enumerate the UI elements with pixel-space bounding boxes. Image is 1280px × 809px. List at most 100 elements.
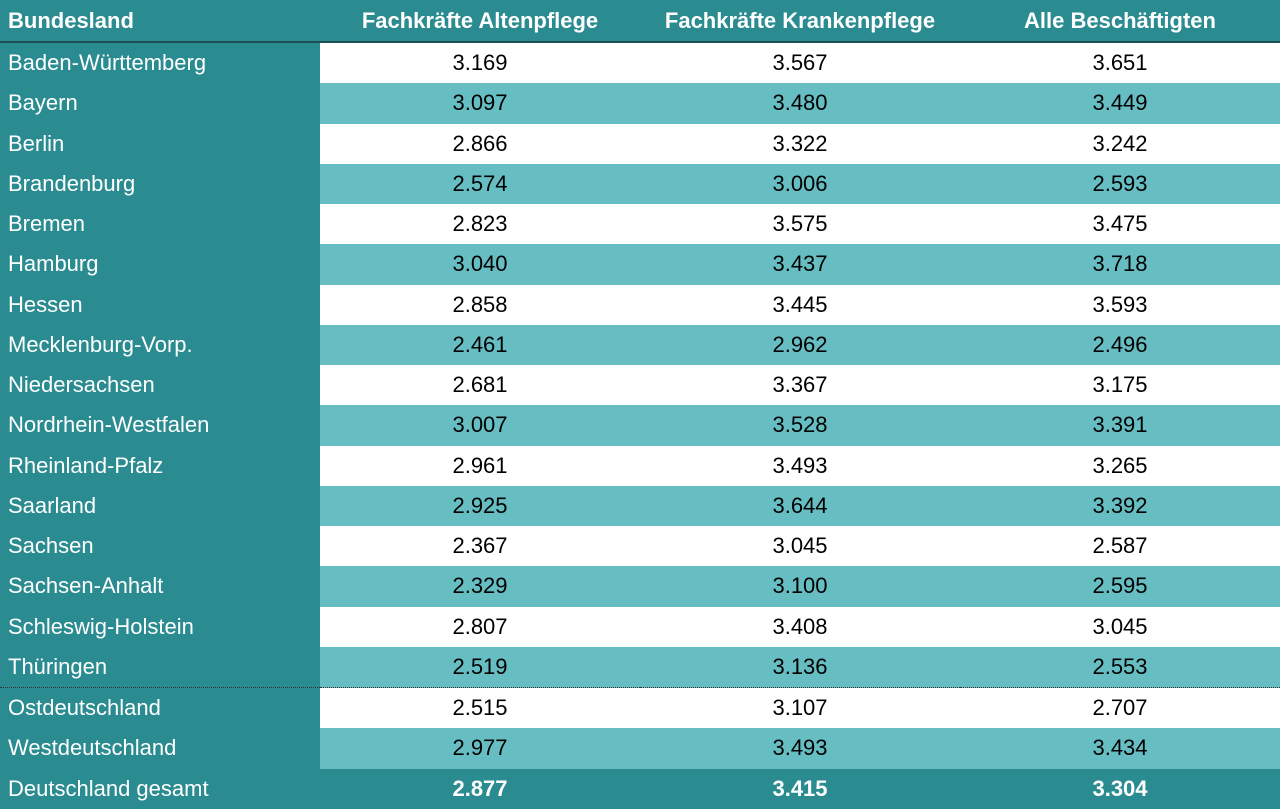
table-row: Ostdeutschland 2.515 3.107 2.707 [0, 687, 1280, 729]
cell: 3.449 [960, 83, 1280, 124]
table-head: Bundesland Fachkräfte Altenpflege Fachkräf… [0, 0, 1280, 43]
table-row: Mecklenburg-Vorp. 2.461 2.962 2.496 [0, 324, 1280, 365]
cell: 2.593 [960, 163, 1280, 204]
row-label: Rheinland-Pfalz [0, 445, 320, 486]
cell: 3.593 [1092, 291, 1148, 317]
row-label: Ostdeutschland [0, 687, 320, 729]
cell: 2.823 [452, 211, 508, 237]
cell: 2.461 [320, 324, 640, 365]
cell: 2.858 [452, 291, 508, 317]
row-label: Brandenburg [0, 163, 320, 204]
column-header: Fachkräfte Krankenpflege [640, 0, 960, 43]
cell: 3.006 [640, 163, 960, 204]
cell: 3.242 [1092, 130, 1148, 156]
cell: 2.574 [320, 163, 640, 204]
cell: 3.408 [772, 613, 828, 639]
cell: 3.097 [320, 83, 640, 124]
cell: 3.045 [772, 533, 828, 559]
cell: 2.553 [960, 646, 1280, 688]
column-header: Alle Beschäftigten [960, 0, 1280, 43]
cell: 2.329 [320, 566, 640, 607]
cell: 3.475 [1092, 211, 1148, 237]
table-row: Bayern 3.097 3.480 3.449 [0, 83, 1280, 124]
row-label: Baden-Württemberg [0, 42, 320, 84]
table-body: Baden-Württemberg 3.169 3.567 3.651 Bayern 3.… [0, 42, 1280, 809]
cell: 2.515 [320, 687, 640, 729]
row-label: Mecklenburg-Vorp. [0, 324, 320, 365]
cell: 2.496 [960, 324, 1280, 365]
row-label: Deutschland gesamt [0, 768, 320, 809]
cell: 2.367 [452, 533, 508, 559]
cell: 3.100 [640, 566, 960, 607]
column-header: Bundesland [0, 0, 320, 43]
cell: 3.567 [772, 50, 828, 76]
cell: 2.962 [640, 324, 960, 365]
cell: 2.877 [320, 768, 640, 809]
row-label: Saarland [0, 485, 320, 526]
cell: 3.415 [640, 768, 960, 809]
row-label: Berlin [0, 123, 320, 164]
table-row: Hamburg 3.040 3.437 3.718 [0, 244, 1280, 285]
table-row: Saarland 2.925 3.644 3.392 [0, 485, 1280, 526]
cell: 2.595 [960, 566, 1280, 607]
row-label: Thüringen [0, 646, 320, 688]
row-label: Bremen [0, 204, 320, 245]
table-row: Schleswig-Holstein 2.807 3.408 3.045 [0, 606, 1280, 647]
table-row: Baden-Württemberg 3.169 3.567 3.651 [0, 42, 1280, 84]
row-label: Hamburg [0, 244, 320, 285]
cell: 3.718 [960, 244, 1280, 285]
cell: 3.437 [640, 244, 960, 285]
table-row: Hessen 2.858 3.445 3.593 [0, 284, 1280, 325]
table-row: Thüringen 2.519 3.136 2.553 [0, 646, 1280, 688]
cell: 3.040 [320, 244, 640, 285]
cell: 3.575 [772, 211, 828, 237]
cell: 3.493 [772, 452, 828, 478]
cell: 2.681 [452, 372, 508, 398]
table-row: Sachsen-Anhalt 2.329 3.100 2.595 [0, 566, 1280, 607]
cell: 3.391 [960, 405, 1280, 446]
cell: 2.807 [452, 613, 508, 639]
table-row: Nordrhein-Westfalen 3.007 3.528 3.391 [0, 405, 1280, 446]
cell: 3.367 [772, 372, 828, 398]
cell: 3.304 [960, 768, 1280, 809]
table-row: Deutschland gesamt 2.877 3.415 3.304 [0, 768, 1280, 809]
header-row: Bundesland Fachkräfte Altenpflege Fachkräf… [0, 0, 1280, 43]
cell: 3.392 [960, 485, 1280, 526]
cell: 2.587 [1092, 533, 1148, 559]
row-label: Hessen [0, 284, 320, 325]
cell: 3.445 [772, 291, 828, 317]
cell: 2.866 [452, 130, 508, 156]
cell: 3.045 [1092, 613, 1148, 639]
table-row: Westdeutschland 2.977 3.493 3.434 [0, 728, 1280, 769]
table-row: Berlin 2.866 3.322 3.242 [0, 123, 1280, 164]
cell: 2.519 [320, 646, 640, 688]
cell: 3.493 [640, 728, 960, 769]
table-row: Rheinland-Pfalz 2.961 3.493 3.265 [0, 445, 1280, 486]
row-label: Niedersachsen [0, 365, 320, 406]
cell: 3.169 [452, 50, 508, 76]
row-label: Sachsen [0, 526, 320, 567]
cell: 3.007 [320, 405, 640, 446]
cell: 3.434 [960, 728, 1280, 769]
row-label: Schleswig-Holstein [0, 606, 320, 647]
cell: 2.925 [320, 485, 640, 526]
table-row: Brandenburg 2.574 3.006 2.593 [0, 163, 1280, 204]
cell: 2.961 [452, 452, 508, 478]
cell: 3.265 [1092, 452, 1148, 478]
row-label: Bayern [0, 83, 320, 124]
table-row: Niedersachsen 2.681 3.367 3.175 [0, 365, 1280, 406]
row-label: Westdeutschland [0, 728, 320, 769]
cell: 3.107 [640, 687, 960, 729]
cell: 3.136 [640, 646, 960, 688]
row-label: Sachsen-Anhalt [0, 566, 320, 607]
cell: 3.480 [640, 83, 960, 124]
column-header: Fachkräfte Altenpflege [320, 0, 640, 43]
cell: 3.644 [640, 485, 960, 526]
row-label: Nordrhein-Westfalen [0, 405, 320, 446]
cell: 3.175 [1092, 372, 1148, 398]
cell: 2.977 [320, 728, 640, 769]
table-row: Sachsen 2.367 3.045 2.587 [0, 526, 1280, 567]
